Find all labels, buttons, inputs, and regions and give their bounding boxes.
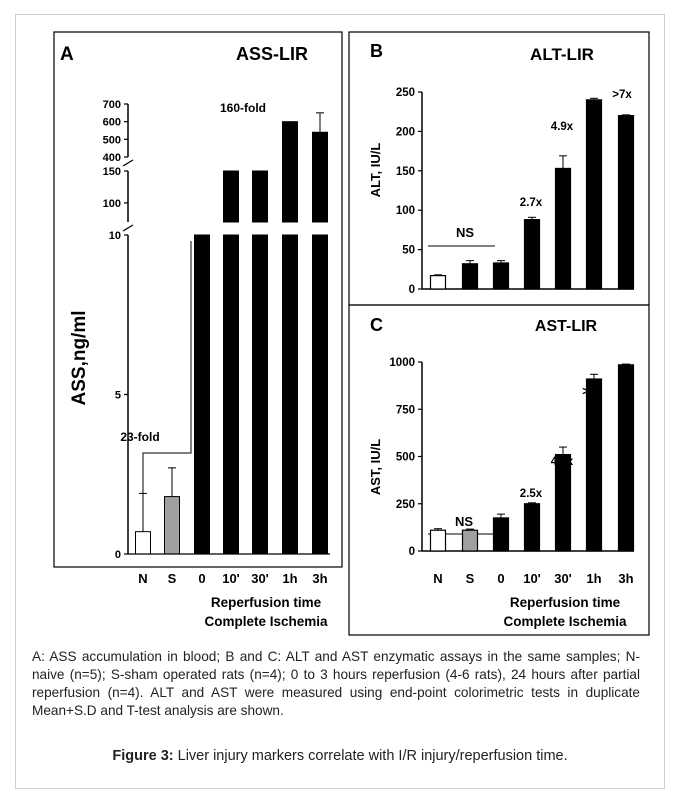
annotation-a-23-fold: 23-fold — [120, 430, 159, 444]
panel-b-y-tick-label: 100 — [396, 205, 415, 217]
panel-b-y-tick-label: 250 — [396, 87, 415, 99]
panel-b-y-tick-label: 50 — [402, 245, 415, 257]
panel-b-ylabel: ALT, IU/L — [368, 143, 383, 198]
figure-frame — [15, 14, 665, 789]
panel-c-xlabel-2: Complete Ischemia — [503, 614, 627, 629]
panel-c-x-tick-label: 1h — [586, 571, 601, 586]
panel-a-bar — [223, 234, 239, 555]
panel-a-x-tick-label: 1h — [282, 571, 297, 586]
panel-a-y-tick-label: 100 — [103, 198, 121, 210]
panel-a-bar — [312, 131, 328, 223]
panel-a-bar — [282, 234, 298, 555]
panel-b-y-tick-label: 0 — [409, 284, 415, 296]
panel-a-x-tick-label: 10' — [222, 571, 240, 586]
panel-a-title: ASS-LIR — [236, 44, 308, 64]
annotation-a-160-fold: 160-fold — [220, 101, 266, 115]
panel-c-x-tick-label: 30' — [554, 571, 572, 586]
panel-a-border — [53, 31, 343, 568]
figure-title: Liver injury markers correlate with I/R … — [177, 748, 568, 764]
figure-caption: Figure 3: Liver injury markers correlate… — [20, 748, 660, 764]
panel-c-xlabel-1: Reperfusion time — [510, 595, 621, 610]
panel-c-x-tick-label: 0 — [497, 571, 504, 586]
panel-a-y-tick-label: 600 — [103, 117, 121, 129]
panel-a-y-tick-label: 150 — [103, 166, 121, 178]
panel-a-letter: A — [60, 44, 74, 65]
annotation-b-49x: 4.9x — [551, 121, 574, 133]
panel-b-letter: B — [370, 41, 383, 61]
panel-c-bar — [585, 378, 603, 552]
panel-b-bar — [429, 275, 447, 290]
panel-a-bar — [282, 121, 298, 223]
panel-c-y-tick-label: 0 — [409, 546, 415, 558]
panel-c-bar — [429, 529, 447, 552]
panel-b-bar — [554, 167, 572, 290]
panel-a-axis-break — [122, 224, 134, 232]
panel-c-letter: C — [370, 315, 383, 335]
panel-a-x-tick-label: 30' — [251, 571, 269, 586]
panel-a-bar — [164, 496, 180, 555]
panel-b-y-tick-label: 150 — [396, 166, 415, 178]
annotation-b-7x: >7x — [612, 89, 632, 101]
panel-c-bar — [554, 454, 572, 552]
figure-legend-text: A: ASS accumulation in blood; B and C: A… — [32, 649, 640, 718]
panel-a-bar — [194, 234, 210, 555]
panel-c-y-tick-label: 500 — [396, 452, 415, 464]
panel-a-bar — [312, 234, 328, 555]
panel-b-bar — [461, 263, 479, 290]
panel-a-x-tick-label: 0 — [198, 571, 205, 586]
panel-c-ylabel: AST, IU/L — [368, 439, 383, 495]
panel-a-x-tick-label: S — [168, 571, 177, 586]
panel-c-x-tick-label: 3h — [618, 571, 633, 586]
panel-a-axis-break — [122, 159, 134, 167]
panel-a-xlabel-2: Complete Ischemia — [204, 614, 328, 629]
panel-c-y-tick-label: 1000 — [389, 357, 415, 369]
panel-a-x-tick-label: 3h — [312, 571, 327, 586]
panel-a-bar — [135, 531, 151, 555]
panel-c-y-tick-label: 250 — [396, 499, 415, 511]
panel-a-y-tick-label: 700 — [103, 99, 121, 111]
panel-a-y-tick-label: 400 — [103, 152, 121, 164]
panel-a-y-tick-label: 10 — [109, 230, 121, 242]
panel-c-x-tick-label: S — [466, 571, 475, 586]
annotation-c-25x: 2.5x — [520, 488, 543, 500]
annotation-b-ns: NS — [456, 225, 474, 240]
panel-a-x-tick-label: N — [138, 571, 147, 586]
panel-a-ylabel: ASS,ng/ml — [69, 310, 90, 405]
panel-c-y-tick-label: 750 — [396, 404, 415, 416]
panel-a-bar — [252, 234, 268, 555]
panel-a-y-tick-label: 5 — [115, 390, 121, 402]
annotation-c-ns: NS — [455, 514, 473, 529]
panel-c-x-tick-label: N — [433, 571, 442, 586]
panel-b-bar — [585, 99, 603, 290]
panel-a-bar — [223, 170, 239, 223]
panel-b-bar — [492, 262, 510, 290]
panel-a-y-tick-label: 500 — [103, 134, 121, 146]
panel-c-title: AST-LIR — [535, 318, 598, 335]
panel-b-bar — [617, 115, 635, 290]
panel-b-bar — [523, 219, 541, 290]
panel-b-title: ALT-LIR — [530, 45, 594, 64]
panel-b-y-tick-label: 200 — [396, 126, 415, 138]
panel-c-bar — [617, 364, 635, 552]
panel-c-border — [348, 304, 650, 636]
panel-c-x-tick-label: 10' — [523, 571, 541, 586]
panel-c-bar — [461, 529, 479, 552]
panel-a-y-tick-label: 0 — [115, 549, 121, 561]
annotation-a-bracket — [142, 241, 192, 496]
annotation-b-27x: 2.7x — [520, 197, 543, 209]
panel-a-bar — [252, 170, 268, 223]
panel-c-bar — [523, 503, 541, 552]
figure-label: Figure 3: — [112, 748, 174, 764]
panel-a-xlabel-1: Reperfusion time — [211, 595, 322, 610]
panel-c-bar — [492, 517, 510, 552]
